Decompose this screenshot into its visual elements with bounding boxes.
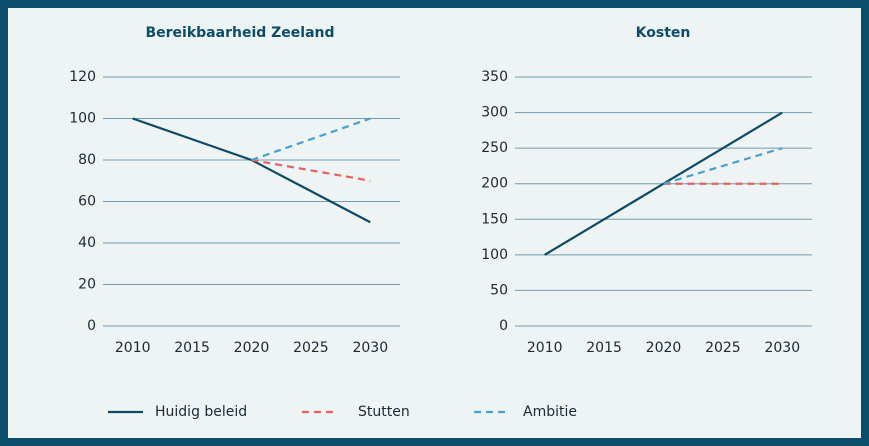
x-tick-label: 2020: [646, 340, 682, 356]
y-tick-label: 0: [87, 318, 96, 334]
y-tick-label: 300: [481, 105, 508, 121]
legend-label: Huidig beleid: [155, 404, 247, 420]
y-tick-label: 0: [499, 318, 508, 334]
legend-label: Stutten: [358, 404, 410, 420]
y-tick-label: 100: [69, 111, 96, 127]
y-tick-label: 150: [481, 211, 508, 227]
x-tick-label: 2020: [234, 340, 270, 356]
x-tick-label: 2025: [293, 340, 329, 356]
y-tick-label: 50: [490, 282, 508, 298]
x-tick-label: 2025: [705, 340, 741, 356]
series-line: [663, 147, 783, 185]
panel: [8, 8, 861, 438]
x-tick-label: 2015: [586, 340, 622, 356]
x-tick-label: 2030: [352, 340, 388, 356]
chart-title: Kosten: [636, 25, 691, 41]
y-tick-label: 350: [481, 69, 508, 85]
legend-label: Ambitie: [523, 404, 577, 420]
chart-title: Bereikbaarheid Zeeland: [145, 25, 334, 41]
x-tick-label: 2010: [115, 340, 151, 356]
y-tick-label: 80: [78, 152, 96, 168]
series-line: [251, 117, 371, 162]
x-tick-label: 2030: [764, 340, 800, 356]
y-tick-label: 120: [69, 69, 96, 85]
y-tick-label: 60: [78, 194, 96, 210]
y-tick-label: 100: [481, 247, 508, 263]
series-line: [251, 158, 371, 182]
y-tick-label: 200: [481, 176, 508, 192]
y-tick-label: 40: [78, 235, 96, 251]
x-tick-label: 2015: [174, 340, 210, 356]
y-tick-label: 250: [481, 140, 508, 156]
x-tick-label: 2010: [527, 340, 563, 356]
y-tick-label: 20: [78, 277, 96, 293]
